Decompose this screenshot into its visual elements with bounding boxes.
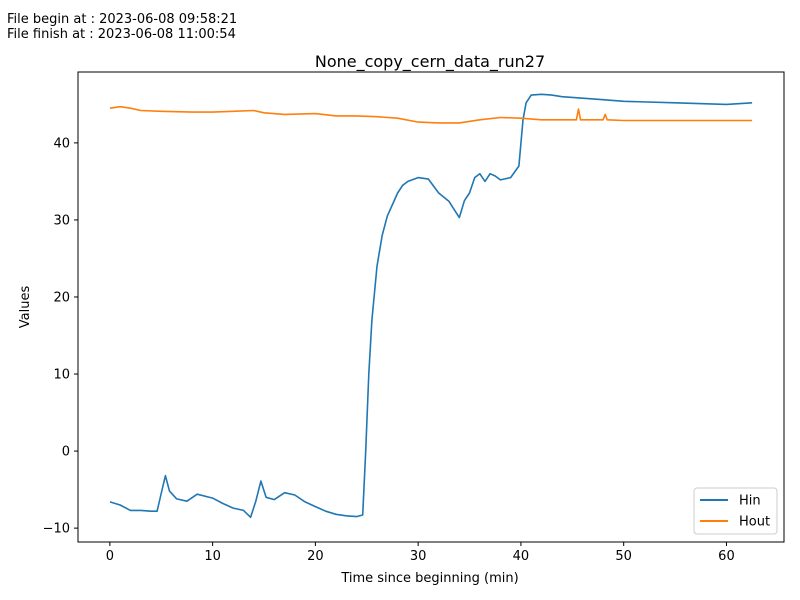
- file-finish-label: File finish at :: [7, 27, 98, 42]
- x-tick-label: 50: [615, 549, 632, 564]
- y-tick-label: 0: [62, 445, 70, 460]
- file-begin-line: File begin at : 2023-06-08 09:58:21: [7, 12, 237, 27]
- x-tick-label: 30: [410, 549, 427, 564]
- axes-frame: [77, 71, 785, 543]
- plot-area: [109, 93, 753, 519]
- file-begin-label: File begin at :: [7, 12, 100, 27]
- y-tick-label: 40: [53, 136, 70, 151]
- x-tick-label: 20: [307, 549, 324, 564]
- y-tick-label: 30: [53, 213, 70, 228]
- x-tick-label: 60: [718, 549, 735, 564]
- chart-title: None_copy_cern_data_run27: [315, 52, 545, 72]
- y-axis-label: Values: [18, 286, 33, 329]
- file-finish-line: File finish at : 2023-06-08 11:00:54: [7, 27, 236, 42]
- x-tick-label: 0: [106, 549, 114, 564]
- legend: Hin Hout: [693, 487, 778, 535]
- x-tick-label: 10: [204, 549, 221, 564]
- series-line-hin: [109, 93, 753, 519]
- y-tick-label: 20: [53, 290, 70, 305]
- legend-label-hout: Hout: [739, 515, 770, 530]
- file-begin-value: 2023-06-08 09:58:21: [99, 12, 238, 27]
- y-tick-label: 10: [53, 368, 70, 383]
- x-axis: 0 10 20 30 40 50 60: [106, 542, 735, 564]
- x-tick-label: 40: [513, 549, 530, 564]
- y-tick-label: −10: [43, 522, 70, 537]
- x-axis-label: Time since beginning (min): [340, 571, 518, 586]
- legend-label-hin: Hin: [739, 494, 761, 509]
- series-line-hout: [109, 105, 753, 124]
- y-axis: −10 0 10 20 30 40: [43, 136, 78, 537]
- file-finish-value: 2023-06-08 11:00:54: [97, 27, 236, 42]
